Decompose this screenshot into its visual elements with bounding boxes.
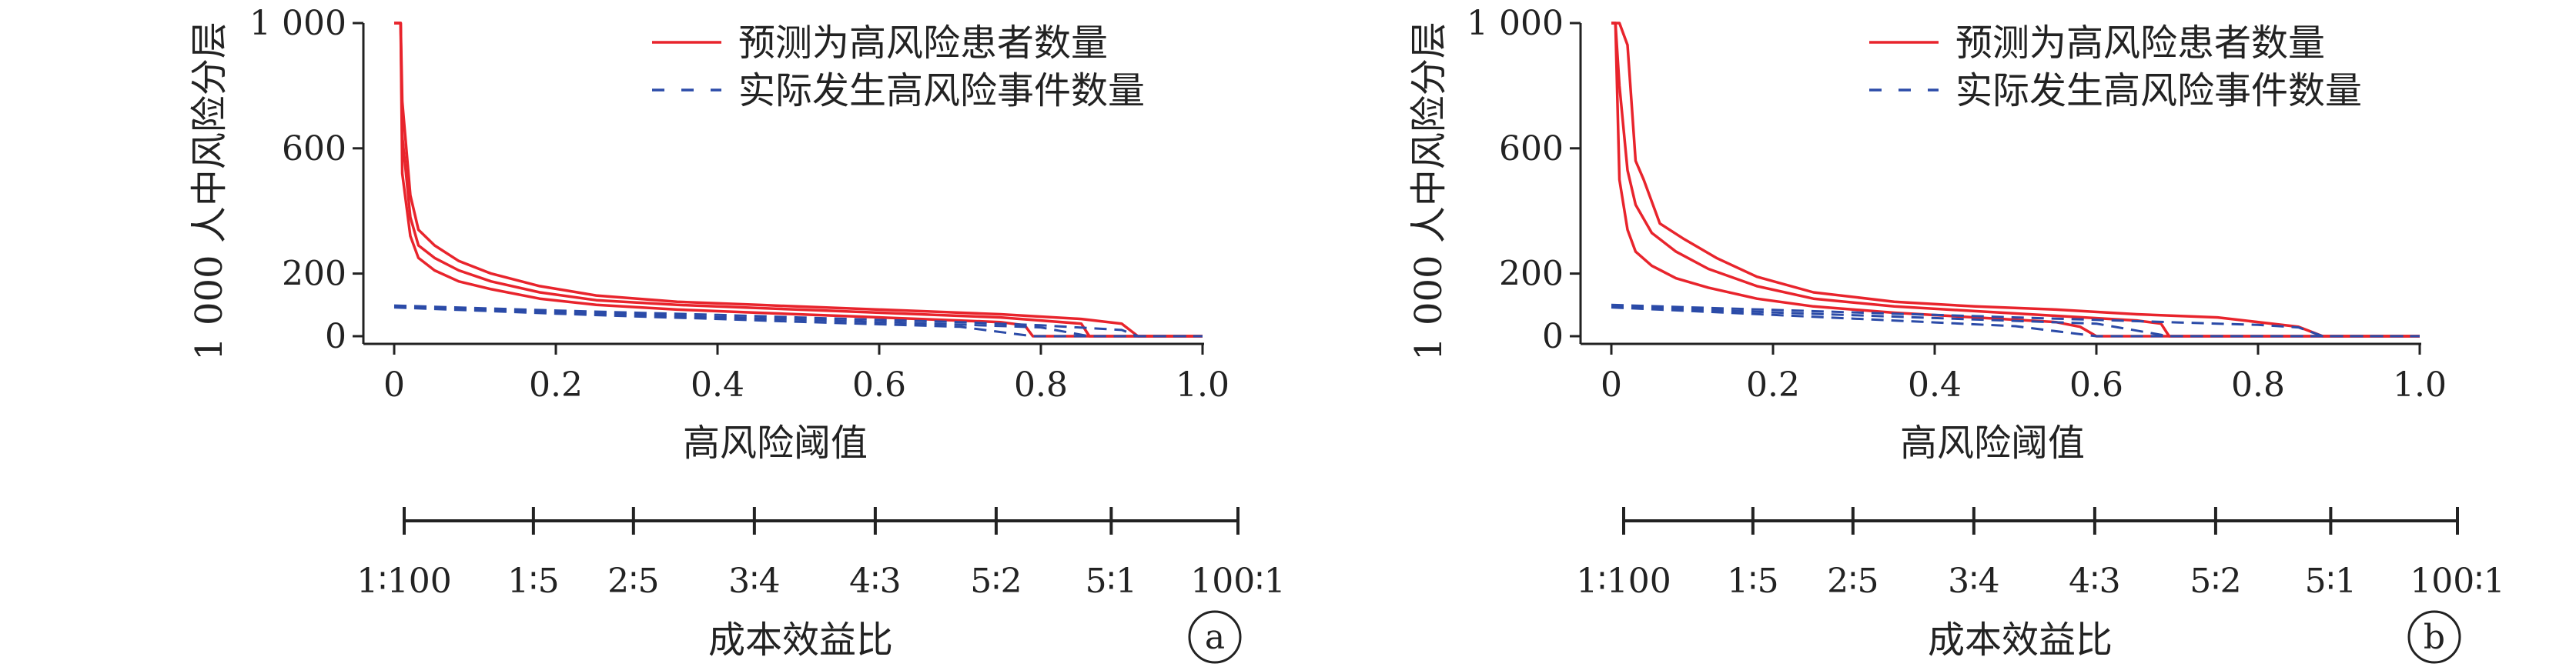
y-tick-label: 0: [1542, 317, 1564, 356]
actual-events-line: [1611, 303, 2420, 338]
y-tick-label: 0: [325, 317, 346, 356]
cost-benefit-tick-label: 5∶2: [970, 562, 1022, 601]
predicted-high-risk-line: [394, 22, 1203, 338]
cost-benefit-tick-label: 3∶4: [728, 562, 780, 601]
panel-badge: [2407, 610, 2461, 664]
actual-events-line: [1611, 305, 2420, 338]
panel-b: 0 200 600 1 000 0 0.2 0.4 0.6 0.8 1.0 高风险阈值 1 000 人…: [1407, 4, 2505, 664]
legend-label: 预测为高风险患者数量: [738, 22, 1108, 65]
cost-benefit-tick-label: 3∶4: [1948, 562, 1999, 601]
y-tick-label: 200: [1499, 255, 1564, 294]
x-tick-label: 0.6: [852, 365, 906, 405]
panel-badge-label: b: [2424, 618, 2445, 657]
x-axis-title: 高风险阈值: [683, 422, 868, 465]
x-tick-label: 0.6: [2069, 365, 2123, 405]
x-tick-label: 1.0: [2393, 365, 2447, 405]
x-tick-label: 0: [383, 365, 405, 405]
cost-benefit-tick-label: 4∶3: [849, 562, 901, 601]
cost-benefit-tick-label: 2∶5: [607, 562, 659, 601]
x-tick-label: 0.2: [529, 365, 583, 405]
y-tick-label: 1 000: [1467, 4, 1564, 43]
legend-label: 实际发生高风险事件数量: [1955, 69, 2362, 112]
panel-a: 0 200 600 1 000 0 0.2 0.4 0.6 0.8 1.0 高风险阈值 1 000 人…: [188, 4, 1286, 664]
x-tick-label: 0.8: [1014, 365, 1068, 405]
y-tick-label: 200: [282, 255, 346, 294]
x-axis-title: 高风险阈值: [1900, 422, 2085, 465]
x-tick-label: 0.2: [1746, 365, 1800, 405]
y-axis-title: 1 000 人中风险分层: [1407, 22, 1450, 361]
predicted-high-risk-line: [1611, 22, 2420, 338]
panel-badge: [1188, 610, 1242, 664]
y-tick-label: 600: [1499, 129, 1564, 168]
cost-benefit-tick-label: 1∶5: [1727, 562, 1778, 601]
actual-events-line: [1611, 306, 2420, 338]
cost-benefit-tick-label: 100∶1: [2410, 562, 2504, 601]
panel-badge-label: a: [1205, 618, 1225, 657]
actual-events-line: [393, 304, 1203, 338]
predicted-high-risk-line: [394, 22, 1203, 338]
legend-label: 预测为高风险患者数量: [1955, 22, 2325, 65]
x-tick-label: 0.4: [1908, 365, 1962, 405]
cost-benefit-tick-label: 5∶2: [2190, 562, 2241, 601]
cost-benefit-title: 成本效益比: [708, 619, 893, 662]
predicted-high-risk-line: [394, 22, 1203, 338]
cost-benefit-tick-label: 2∶5: [1827, 562, 1878, 601]
cost-benefit-tick-label: 1∶100: [356, 562, 451, 601]
x-tick-label: 0: [1601, 365, 1622, 405]
cost-benefit-tick-label: 5∶1: [2305, 562, 2357, 601]
cost-benefit-title: 成本效益比: [1928, 619, 2113, 662]
actual-events-line: [393, 305, 1203, 338]
cost-benefit-tick-label: 5∶1: [1086, 562, 1137, 601]
y-tick-label: 1 000: [249, 4, 346, 43]
x-tick-label: 0.8: [2231, 365, 2285, 405]
y-axis-title: 1 000 人中风险分层: [188, 22, 231, 361]
actual-events-line: [393, 306, 1203, 338]
legend-label: 实际发生高风险事件数量: [738, 69, 1145, 112]
x-tick-label: 1.0: [1176, 365, 1229, 405]
cost-benefit-tick-label: 1∶100: [1576, 562, 1671, 601]
x-tick-label: 0.4: [691, 365, 744, 405]
cost-benefit-tick-label: 1∶5: [507, 562, 559, 601]
cost-benefit-tick-label: 4∶3: [2069, 562, 2120, 601]
cost-benefit-tick-label: 100∶1: [1190, 562, 1285, 601]
predicted-high-risk-line: [1611, 22, 2420, 338]
predicted-high-risk-line: [1611, 22, 2420, 338]
y-tick-label: 600: [282, 129, 346, 168]
